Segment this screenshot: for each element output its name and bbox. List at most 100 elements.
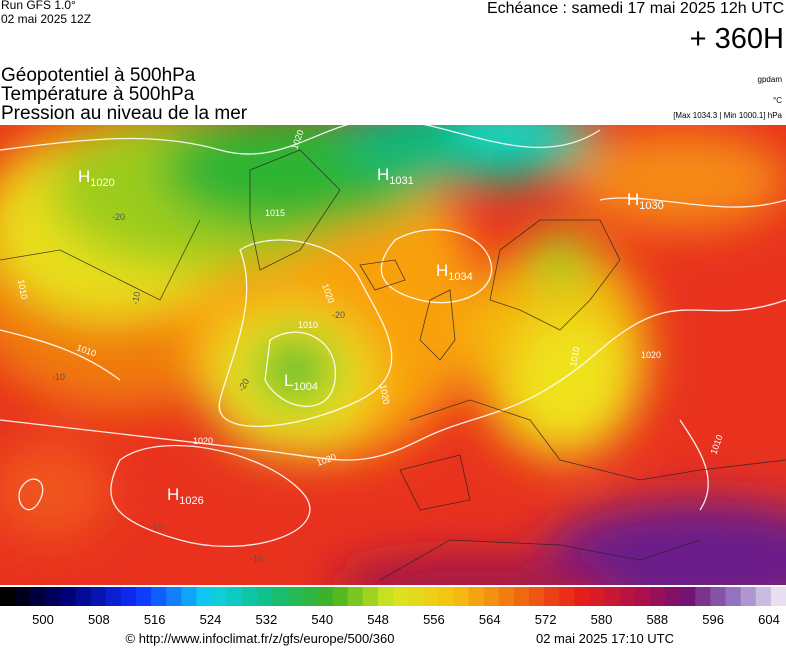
isotherm-label: -10 [150,522,163,532]
color-swatch [362,587,379,606]
color-swatch [634,587,651,606]
colorbar-tick-label: 564 [479,612,501,627]
layer-title: Pression au niveau de la mer [1,103,248,124]
colorbar-tick-label: 556 [423,612,445,627]
value: 1026 [179,495,203,507]
color-swatch [574,587,590,606]
unit: [Max 1034.3 | Min 1000.1] hPa [673,111,782,120]
color-swatch [544,587,560,606]
letter: H [436,261,448,280]
header-bg [0,0,786,125]
value: 1004 [293,381,317,393]
color-swatch [453,587,470,606]
color-swatch [105,587,122,606]
colorbar-tick-label: 604 [758,612,780,627]
pressure-center: H1031 [377,165,414,187]
colorbar-tick-label: 596 [702,612,724,627]
colorbar-tick-label: 524 [200,612,222,627]
color-swatch [136,587,152,606]
pressure-centers: H1020 H1031 H1030 H1034 L1004 H1026 [78,165,664,507]
color-swatch [181,587,197,606]
color-swatch [423,587,439,606]
lead-time: + 360H [690,23,784,55]
color-swatch [725,587,742,606]
color-swatch [755,587,772,606]
unit: gpdam [758,75,783,84]
value: 1034 [448,271,472,283]
isotherm-label: -20 [112,212,125,222]
layer-title: Température à 500hPa [1,84,195,105]
color-swatch [90,587,107,606]
color-swatch [377,587,394,606]
isobar-label: 1020 [193,436,213,446]
color-swatch [665,587,681,606]
color-swatch [302,587,318,606]
color-swatch [317,587,334,606]
color-swatch [60,587,77,606]
value: 1030 [639,200,663,212]
color-swatch [468,587,485,606]
color-swatch [770,587,786,606]
color-swatch [166,587,182,606]
isotherm-label: -20 [332,310,345,320]
color-swatch [75,587,92,606]
color-swatch [619,587,636,606]
source: © http://www.infoclimat.fr/z/gfs/europe/… [126,631,395,646]
color-swatch [120,587,137,606]
isotherm-label: -10 [52,372,65,382]
colorbar-tick-label: 532 [256,612,278,627]
color-swatch [529,587,545,606]
generated-time: 02 mai 2025 17:10 UTC [536,631,674,646]
field [0,125,786,585]
letter: H [167,485,179,504]
color-swatch [347,587,364,606]
color-swatch [513,587,530,606]
color-swatch [483,587,500,606]
color-swatch [196,587,213,606]
isobar-label: 1010 [568,346,581,367]
unit: °C [773,96,782,105]
pressure-center: H1020 [78,167,115,189]
colorbar-tick-label: 516 [144,612,166,627]
colorbar-tick-label: 540 [311,612,333,627]
pressure-center: H1034 [436,261,473,283]
color-swatch [287,587,303,606]
color-swatch [272,587,288,606]
value: 1031 [389,175,413,187]
color-swatch [30,587,46,606]
pressure-center: H1026 [167,485,204,507]
pressure-center: H1030 [627,190,664,212]
colorbar-tick-label: 500 [32,612,54,627]
color-swatch [332,587,349,606]
color-swatch [498,587,515,606]
isobar-label: 1020 [378,384,391,405]
colorbar-tick-label: 548 [367,612,389,627]
color-swatch [256,587,273,606]
colorbar: 500 508 516 524 532 540 548 556 564 572 580 588 596 6… [0,587,786,627]
valid-time: Echéance : samedi 17 mai 2025 12h UTC [487,0,784,17]
color-swatch [604,587,621,606]
color-swatch [649,587,666,606]
color-swatch [438,587,454,606]
color-swatch [710,587,727,606]
color-swatch [151,587,167,606]
isotherm-label: -10 [130,291,142,306]
isobar-label: 1015 [265,208,285,218]
color-swatch [0,587,16,606]
color-swatch [740,587,757,606]
pressure-center: L1004 [284,371,318,393]
color-swatch [241,587,258,606]
colorbar-tick-label: 580 [591,612,613,627]
letter: H [78,167,90,186]
value: 1020 [90,177,114,189]
isobar-label: 1020 [641,350,661,360]
color-swatch [589,587,606,606]
color-swatch [393,587,409,606]
color-swatch [680,587,696,606]
isobar-label: 1010 [16,279,29,300]
color-swatch [559,587,575,606]
isotherm-label: -10 [250,554,263,564]
layer-title: Géopotentiel à 500hPa [1,65,196,86]
isobar-label: 1010 [298,320,318,330]
